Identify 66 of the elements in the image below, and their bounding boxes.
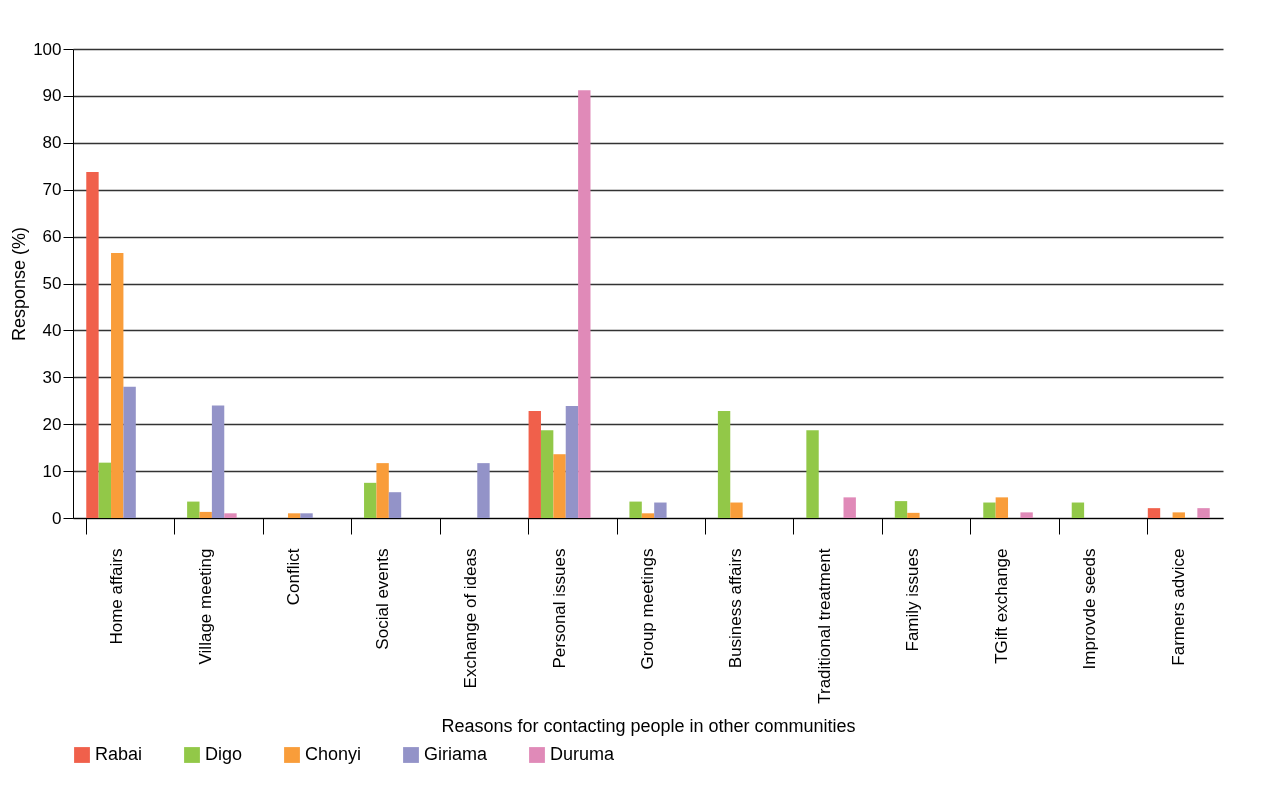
x-tick-label: Village meeting	[195, 548, 215, 665]
bar	[907, 512, 920, 518]
bar	[111, 253, 124, 518]
y-tick-label: 0	[52, 508, 62, 528]
x-tick-label: Social events	[372, 548, 392, 650]
x-tick-label: TGift exchange	[991, 548, 1011, 664]
x-tick-label: Exchange of ideas	[461, 548, 481, 689]
bar	[540, 430, 554, 518]
bar	[894, 501, 908, 518]
bar	[211, 405, 225, 518]
bar	[578, 90, 591, 518]
bar	[806, 430, 819, 518]
y-tick-label: 10	[42, 461, 62, 481]
x-tick-label: Home affairs	[107, 548, 127, 645]
x-tick-label: Family issues	[903, 548, 923, 652]
bar	[364, 482, 377, 518]
bar	[1020, 512, 1033, 518]
bar	[995, 497, 1009, 518]
bar	[1147, 508, 1161, 518]
bar	[553, 454, 566, 518]
bar	[199, 511, 212, 518]
bar	[224, 513, 237, 518]
bar	[1172, 512, 1185, 518]
x-tick-label: Improvde seeds	[1080, 548, 1100, 670]
bar	[1071, 502, 1085, 518]
legend-label: Giriama	[424, 744, 488, 764]
y-tick-label: 80	[42, 133, 62, 153]
legend-label: Rabai	[95, 744, 143, 764]
bar	[843, 497, 856, 518]
x-tick-label: Group meetings	[638, 548, 657, 670]
bar	[565, 405, 579, 518]
bar	[717, 411, 731, 518]
y-axis-title: Response (%)	[9, 226, 30, 342]
y-tick-label: 50	[42, 274, 62, 293]
bar	[528, 411, 541, 518]
bar	[629, 501, 642, 518]
x-axis-title: Reasons for contacting people in other communities	[441, 715, 856, 736]
x-tick-label: Conflict	[284, 548, 304, 606]
y-tick-label: 90	[42, 86, 62, 106]
bar	[654, 502, 667, 518]
x-tick-label: Business affairs	[726, 548, 746, 669]
bar	[300, 513, 313, 518]
bar	[1197, 508, 1210, 518]
bar	[86, 171, 99, 518]
bar	[98, 462, 112, 518]
y-tick-label: 100	[33, 39, 62, 59]
y-tick-label: 40	[42, 320, 62, 340]
bar	[477, 463, 490, 518]
y-tick-label: 30	[42, 367, 62, 387]
legend-label: Chonyi	[305, 744, 362, 764]
bar	[376, 463, 389, 518]
bar	[123, 386, 136, 518]
x-tick-label: Farmers advice	[1168, 548, 1188, 666]
y-tick-label: 70	[42, 180, 62, 200]
y-tick-label: 20	[42, 414, 62, 434]
bar	[388, 492, 402, 518]
x-tick-label: Personal issues	[549, 548, 569, 669]
bar	[187, 501, 200, 518]
y-tick-label: 60	[42, 227, 62, 247]
legend-label: Digo	[205, 744, 243, 764]
bar	[287, 513, 301, 518]
x-tick-label: Traditional treatment	[814, 548, 834, 704]
bar	[983, 502, 996, 518]
bar	[641, 513, 655, 518]
legend-label: Duruma	[550, 744, 616, 764]
bar	[730, 502, 743, 518]
